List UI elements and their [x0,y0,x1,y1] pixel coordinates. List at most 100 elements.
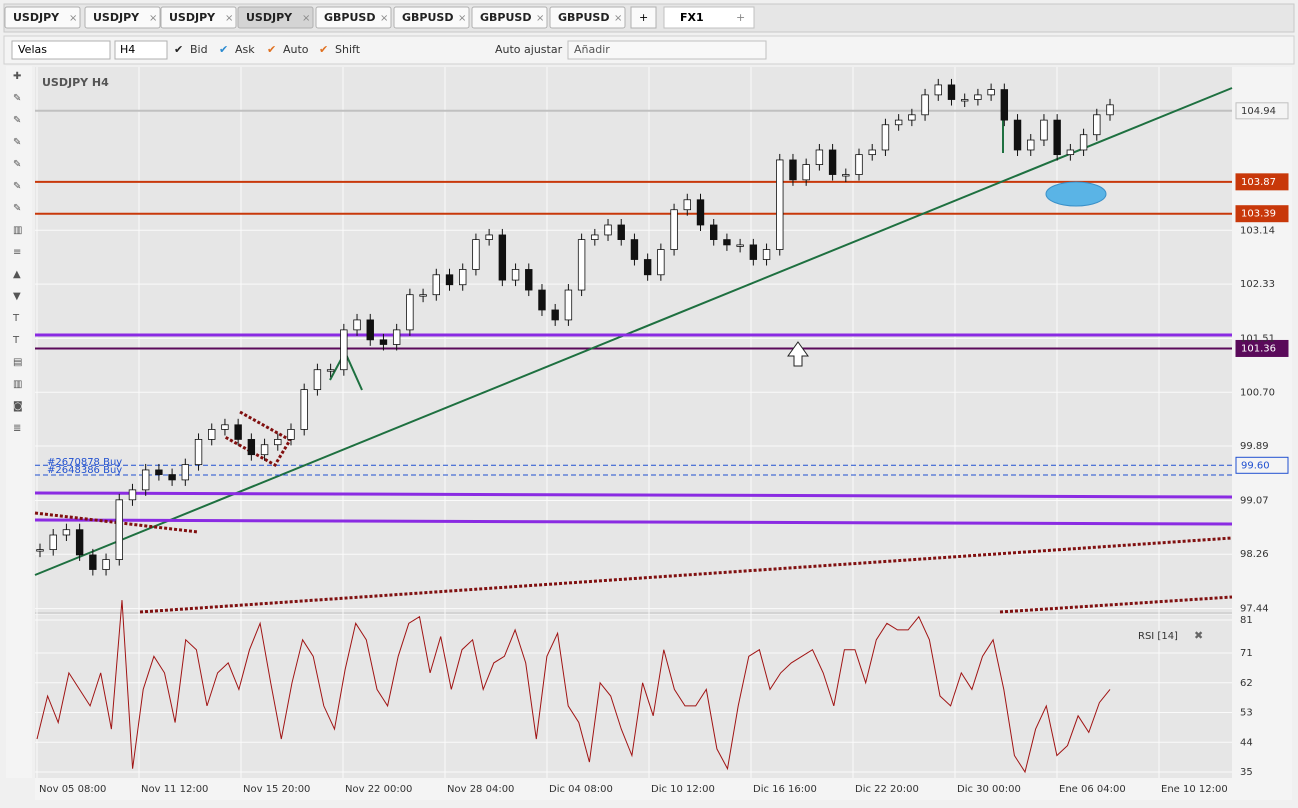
tab[interactable] [549,6,626,29]
option[interactable]: Auto [283,43,309,56]
tab[interactable] [471,6,548,29]
tool-icon[interactable]: ◙ [13,401,23,412]
option[interactable]: Shift [335,43,361,56]
candle [710,224,718,240]
tool-icon[interactable]: ✎ [13,93,21,104]
price-panel [35,67,1232,612]
add-tab[interactable] [630,6,657,29]
tool-icon[interactable]: ✎ [13,115,21,126]
chart-type-select[interactable] [11,40,111,60]
candle [62,529,71,536]
tab[interactable] [84,6,161,29]
candle [313,369,322,391]
candle [406,294,414,331]
check: ✔ [267,43,276,56]
level-tag [1235,456,1289,474]
tab-close: × [302,13,310,24]
order-label: #2648386 Buy [47,465,122,476]
candle [868,149,876,156]
tab[interactable] [160,6,237,29]
y-tick-label: 99.89 [1240,441,1269,452]
candle [1040,119,1048,141]
dotted-line [999,595,1233,614]
candle [36,549,44,552]
tool-icon[interactable]: ≣ [13,423,21,434]
candle [1106,104,1114,116]
candle [934,84,942,96]
candle [340,329,348,371]
grid [35,67,1232,778]
x-tick-label: Nov 05 08:00 [39,784,106,795]
close-icon[interactable]: ✖ [1194,629,1203,642]
tab[interactable] [315,6,392,29]
level-label: 103.87 [1241,177,1276,188]
candle [1066,149,1075,156]
tab-close: × [149,13,157,24]
candle [894,119,903,126]
tab[interactable] [4,6,81,29]
tool-icon[interactable]: ✎ [13,137,21,148]
rsi-tick-label: 53 [1240,708,1253,719]
tab[interactable] [393,6,470,29]
rsi-tick-label: 71 [1240,648,1253,659]
tool-icon[interactable]: ▼ [13,291,21,302]
y-tick-label: 99.07 [1240,495,1269,506]
tool-icons: ✚ ✎ ✎ ✎ ✎ ✎ ✎ ▥ ≡ ▲ ▼ TT ▤ ▥ ◙ ≣ [12,71,23,434]
candle [921,94,929,116]
drawings [34,87,1233,614]
x-tick-label: Nov 15 20:00 [243,784,310,795]
timeframe-select[interactable] [114,40,168,60]
candle [221,424,229,430]
tool-icon[interactable]: ▲ [13,269,21,280]
candle [789,159,797,181]
tool-icon[interactable]: ✎ [13,181,21,192]
option[interactable]: Ask [235,43,255,56]
support-line [34,518,1233,526]
rsi-line [36,600,1111,774]
candle [802,164,810,181]
check: ✔ [174,43,183,56]
candle [776,159,784,250]
support-line [34,491,1233,499]
tab-close: × [380,13,388,24]
tool-icon[interactable]: ▤ [13,357,22,368]
option[interactable]: Bid [190,43,208,56]
tool-icon[interactable]: ✎ [13,203,21,214]
candle [274,439,282,446]
tool-icon[interactable]: ✚ [13,71,21,82]
candle [643,259,652,276]
candle [670,209,678,250]
tool-icon[interactable]: ✎ [13,159,21,170]
candle [366,319,374,341]
tab-close: × [69,13,77,24]
candle [419,294,427,297]
x-tick-label: Dic 10 12:00 [651,784,715,795]
tool-icon[interactable]: T [12,313,20,324]
tab-close: × [536,13,544,24]
tab[interactable] [237,6,314,29]
candle [1013,119,1022,151]
tool-icon[interactable]: ▥ [13,379,22,390]
rsi-tick-label: 62 [1240,678,1253,689]
candle [459,269,467,286]
highlight [1045,181,1107,207]
chart-title: USDJPY H4 [42,76,109,89]
workspace[interactable] [663,6,755,29]
candle [842,174,850,177]
tab-label: GBPUSD [324,11,375,24]
x-tick-label: Dic 16 16:00 [753,784,817,795]
tab-close: × [225,13,233,24]
candle [538,289,546,311]
candle [89,554,97,570]
add-input[interactable] [567,40,767,60]
check: ✔ [219,43,228,56]
candle [181,464,190,481]
auto-fit[interactable]: Auto ajustar [495,43,563,56]
tool-icon[interactable]: T [12,335,20,346]
candle [115,499,123,560]
x-tick-label: Ene 06 04:00 [1059,784,1126,795]
tool-icon[interactable]: ≡ [13,247,21,258]
tool-icon[interactable]: ▥ [13,225,22,236]
candle [630,239,639,260]
